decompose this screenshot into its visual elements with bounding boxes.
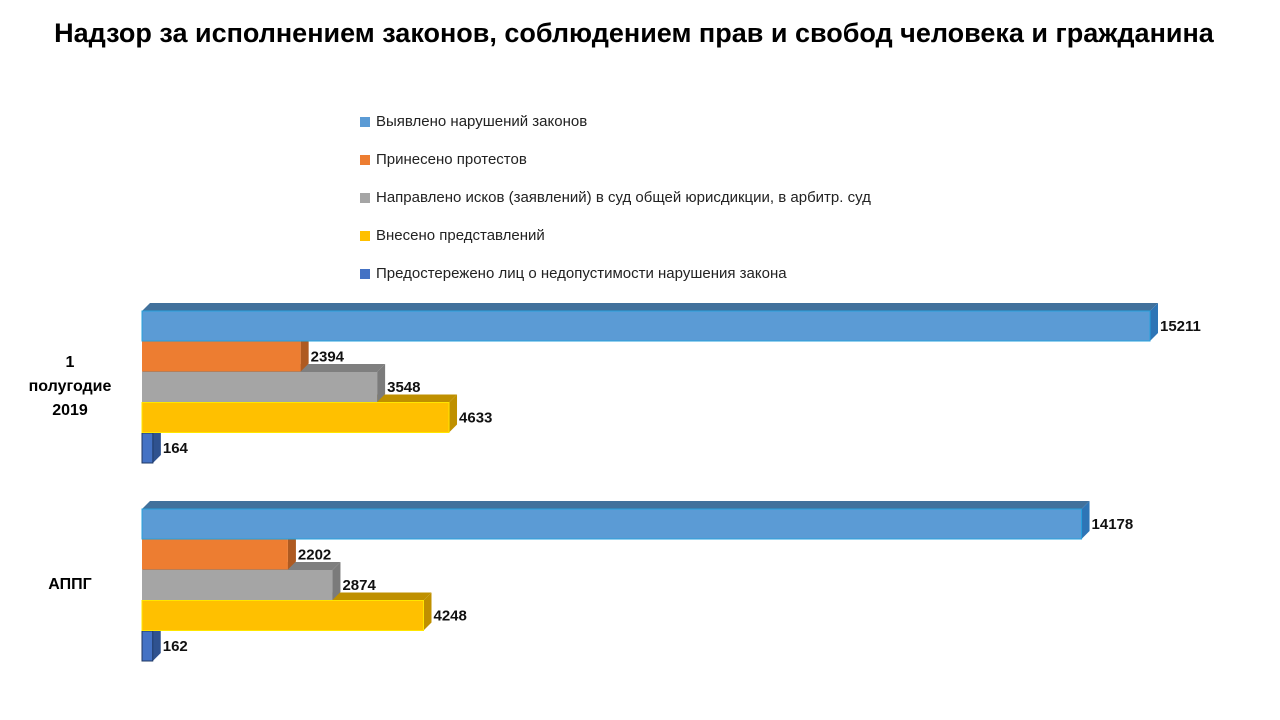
legend-item: Выявлено нарушений законов	[360, 113, 871, 151]
bar-side-face	[152, 623, 161, 661]
legend-label: Принесено протестов	[376, 151, 527, 168]
legend-label: Выявлено нарушений законов	[376, 113, 588, 130]
data-label: 2394	[311, 349, 345, 366]
bar-front-face	[142, 341, 301, 372]
bar-side-face	[152, 425, 161, 463]
legend-label: Предостережено лиц о недопустимости нару…	[376, 265, 787, 282]
chart-title: Надзор за исполнением законов, соблюдени…	[54, 18, 1214, 48]
legend-swatch	[360, 155, 370, 165]
category-label: АППГ	[48, 576, 92, 593]
bar-top-face	[142, 501, 1090, 509]
bar-front-face	[142, 539, 288, 570]
bar-front-face	[141, 630, 154, 662]
data-label: 15211	[1160, 318, 1201, 335]
legend-swatch	[360, 117, 370, 127]
bar-side-face	[300, 333, 309, 372]
legend-item: Принесено протестов	[360, 151, 871, 189]
bar-side-face	[332, 562, 341, 600]
bar-front-face	[142, 570, 333, 600]
bar-front-face	[141, 508, 1083, 540]
data-label: 4248	[434, 608, 467, 625]
bar-front-face	[141, 600, 425, 631]
bar-side-face	[377, 364, 386, 402]
bar-side-face	[1081, 501, 1090, 539]
bar-top-face	[142, 303, 1158, 311]
data-label: 2874	[342, 577, 376, 594]
bar-side-face	[423, 592, 432, 631]
bar-side-face	[287, 531, 296, 570]
legend-label: Направлено исков (заявлений) в суд общей…	[376, 189, 871, 206]
legend: Выявлено нарушений законов Принесено прот…	[360, 113, 871, 303]
category-label: 1 полугодие 2019	[28, 354, 112, 419]
legend-swatch	[360, 269, 370, 279]
legend-item: Внесено представлений	[360, 227, 871, 265]
legend-item: Предостережено лиц о недопустимости нару…	[360, 265, 871, 303]
data-label: 2202	[298, 547, 331, 564]
data-label: 3548	[387, 379, 420, 396]
data-label: 164	[163, 440, 189, 457]
legend-item: Направлено исков (заявлений) в суд общей…	[360, 189, 871, 227]
legend-label: Внесено представлений	[376, 227, 545, 244]
data-label: 162	[163, 638, 188, 655]
legend-swatch	[360, 193, 370, 203]
legend-swatch	[360, 231, 370, 241]
bar-side-face	[1150, 303, 1158, 341]
bar-front-face	[141, 432, 154, 464]
data-label: 14178	[1092, 516, 1134, 533]
bar-front-face	[141, 310, 1151, 342]
bar-front-face	[141, 402, 450, 433]
bar-side-face	[449, 394, 458, 433]
bar-front-face	[142, 372, 378, 402]
data-label: 4633	[459, 410, 492, 427]
